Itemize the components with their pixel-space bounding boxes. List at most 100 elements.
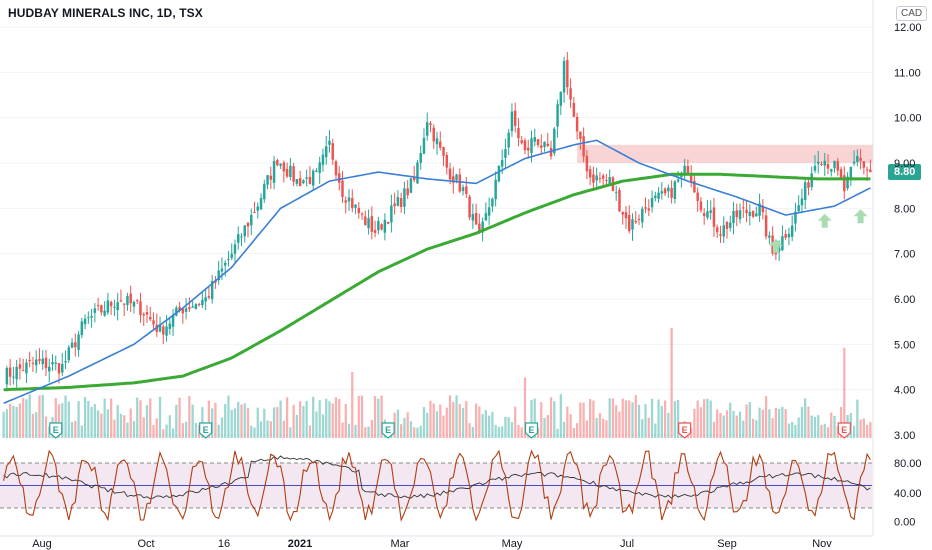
volume-bar (781, 406, 784, 438)
volume-bar (289, 427, 292, 438)
volume-bar (155, 418, 158, 438)
candle-body (654, 195, 657, 198)
volume-bar (158, 396, 162, 438)
candle-body (852, 161, 856, 164)
candle-body (377, 220, 380, 231)
volume-bar (2, 411, 5, 438)
volume-bar (44, 416, 48, 438)
candle-body (80, 321, 84, 335)
volume-bar (227, 395, 230, 438)
volume-bar (12, 405, 15, 438)
candle-body (846, 176, 849, 189)
volume-bar (413, 427, 416, 438)
volume-bar (784, 409, 787, 438)
candle-body (732, 211, 735, 224)
volume-bar (28, 394, 31, 438)
candle-body (491, 198, 494, 207)
volume-bar (149, 398, 152, 438)
candle-body (321, 154, 325, 165)
volume-bar (406, 412, 409, 438)
candle-body (364, 216, 367, 225)
volume-bar (800, 406, 804, 438)
volume-bar (605, 420, 608, 438)
candle-body (18, 364, 22, 369)
volume-bar (732, 410, 735, 438)
candle-body (90, 315, 93, 318)
candle-body (644, 207, 647, 209)
volume-bar (621, 398, 624, 438)
volume-bar (266, 420, 269, 438)
earnings-icon (837, 422, 851, 439)
candle-body (184, 308, 188, 312)
candle-body (569, 88, 572, 100)
candle-body (57, 363, 61, 374)
volume-bar (175, 404, 178, 438)
price-tick-label: 12.00 (894, 22, 922, 34)
volume-bar (611, 398, 615, 438)
candle-body (41, 358, 44, 365)
candle-body (70, 342, 74, 348)
earnings-label: E (841, 425, 847, 435)
candle-body (614, 192, 618, 194)
candle-body (292, 166, 295, 182)
candle-body (422, 137, 426, 154)
currency-badge[interactable]: CAD (896, 6, 928, 21)
volume-bar (178, 397, 181, 438)
volume-bar (83, 396, 87, 438)
grid (0, 26, 872, 436)
volume-bar (533, 398, 536, 438)
candle-body (119, 300, 123, 302)
candle-body (311, 170, 315, 186)
volume-bar (87, 401, 90, 438)
volume-bar (748, 402, 751, 438)
candle-body (100, 305, 103, 313)
volume-bar (220, 417, 224, 438)
candle-body (790, 225, 794, 237)
support-arrow-icon (817, 213, 832, 228)
candle-body (647, 208, 651, 211)
volume-bar (549, 397, 553, 438)
candle-body (152, 320, 155, 325)
candle-body (223, 262, 227, 266)
volume-bar (745, 404, 748, 438)
volume-bar (787, 423, 791, 438)
candle-body (448, 168, 452, 180)
candle-body (755, 213, 758, 217)
candle-body (699, 201, 703, 211)
candle-body (823, 160, 826, 166)
volume-bar (751, 418, 755, 438)
candle-body (833, 160, 836, 169)
candle-body (650, 197, 654, 208)
candle-body (149, 316, 152, 320)
candle-body (126, 295, 129, 306)
candle-body (820, 163, 823, 165)
volume-bar (663, 400, 667, 438)
candle-body (592, 174, 595, 183)
candle-body (220, 268, 224, 272)
time-tick-label: Aug (32, 538, 52, 550)
candle-body (341, 180, 344, 197)
oscillator-tick-label: 0.00 (894, 517, 915, 529)
volume-bar (422, 407, 426, 438)
candle-body (869, 169, 872, 173)
volume-bar (634, 395, 637, 438)
candle-body (425, 122, 429, 136)
volume-bar (764, 396, 768, 438)
candle-body (543, 141, 546, 147)
candle-body (354, 204, 357, 208)
candle-body (500, 160, 504, 167)
candle-body (54, 362, 58, 364)
candle-body (458, 174, 462, 192)
candle-body (380, 224, 383, 230)
volume-bar (328, 401, 331, 438)
volume-bar (546, 415, 549, 438)
earnings-label: E (528, 425, 534, 435)
candle-body (259, 197, 263, 210)
candle-body (367, 218, 370, 229)
volume-bar (243, 403, 246, 438)
volume-bar (282, 420, 285, 438)
volume-bar (217, 424, 220, 438)
earnings-label: E (53, 425, 59, 435)
candle-body (484, 213, 488, 221)
